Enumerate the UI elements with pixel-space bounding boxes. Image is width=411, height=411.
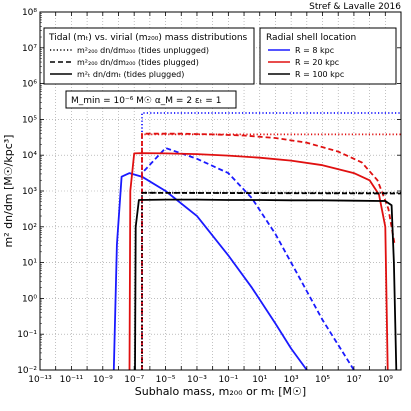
x-tick-label: 10⁻³ [187, 375, 207, 385]
series-line-1 [141, 147, 355, 371]
y-tick-label: 10² [22, 223, 37, 233]
x-tick-label: 10⁻⁷ [124, 375, 144, 385]
series-line-6 [141, 191, 401, 370]
series-line-7 [141, 191, 402, 195]
x-tick-label: 10⁹ [378, 375, 393, 385]
x-tick-label: 10⁻¹ [218, 375, 238, 385]
y-tick-label: 10¹ [22, 259, 37, 269]
legend-line-styles: Tidal (mₜ) vs. virial (m₂₀₀) mass distri… [43, 27, 255, 85]
legend-line-styles-title: Tidal (mₜ) vs. virial (m₂₀₀) mass distri… [48, 33, 248, 43]
y-tick-label: 10⁻¹ [17, 330, 37, 340]
y-tick-label: 10⁸ [22, 8, 37, 18]
legend-radial-shell-title: Radial shell location [266, 33, 356, 43]
legend-style-label-2: m²ₜ dn/dmₜ (tides plugged) [77, 70, 184, 79]
parameter-box-frame [65, 90, 237, 109]
series-line-5 [128, 152, 389, 371]
data-series [112, 112, 402, 371]
legend-line-styles-box [43, 27, 255, 85]
x-tick-label: 10⁻⁵ [156, 375, 176, 385]
parameter-box: M_min = 10⁻⁶ M☉ α_M = 2 εₜ = 1 [65, 90, 237, 109]
legend-radius-label-1: R = 20 kpc [295, 58, 339, 67]
x-tick-label: 10⁷ [346, 375, 361, 385]
y-tick-label: 10⁴ [22, 151, 37, 161]
series-line-4 [141, 132, 396, 370]
series-line-8 [134, 198, 398, 371]
x-axis-title: Subhalo mass, m₂₀₀ or mₜ [M☉] [135, 385, 306, 398]
y-tick-label: 10⁷ [22, 44, 37, 54]
x-tick-label: 10³ [284, 375, 299, 385]
legend-radial-shell: Radial shell location R = 8 kpc R = 20 kp… [259, 27, 397, 85]
y-tick-label: 10⁶ [22, 80, 37, 90]
legend-style-label-1: m²₂₀₀ dn/dm₂₀₀ (tides plugged) [77, 58, 199, 67]
series-line-0 [141, 112, 401, 370]
legend-radius-label-2: R = 100 kpc [295, 70, 344, 79]
series-line-2 [112, 172, 308, 371]
y-tick-label: 10⁻² [17, 366, 37, 376]
x-tick-label: 10¹ [252, 375, 267, 385]
x-tick-label: 10⁻¹¹ [60, 375, 84, 385]
parameter-box-text: M_min = 10⁻⁶ M☉ α_M = 2 εₜ = 1 [71, 96, 221, 106]
y-tick-label: 10³ [22, 187, 37, 197]
series-line-3 [141, 133, 401, 370]
legend-radius-label-0: R = 8 kpc [295, 46, 334, 55]
chart-credit: Stref & Lavalle 2016 [309, 2, 401, 12]
y-tick-label: 10⁵ [22, 115, 37, 125]
x-tick-label: 10⁵ [315, 375, 330, 385]
x-tick-label: 10⁻¹³ [28, 375, 52, 385]
legend-style-label-0: m²₂₀₀ dn/dm₂₀₀ (tides unplugged) [77, 46, 209, 55]
y-tick-label: 10⁰ [22, 294, 37, 304]
x-tick-label: 10⁻⁹ [93, 375, 113, 385]
y-axis-title: m² dn/dm [M☉/kpc³] [2, 135, 15, 248]
axis-ticks: 10⁻¹³ 10⁻¹¹ 10⁻⁹ 10⁻⁷ 10⁻⁵ 10⁻³ 10⁻¹ 10¹ 10³ 10⁵ 1… [17, 8, 402, 385]
